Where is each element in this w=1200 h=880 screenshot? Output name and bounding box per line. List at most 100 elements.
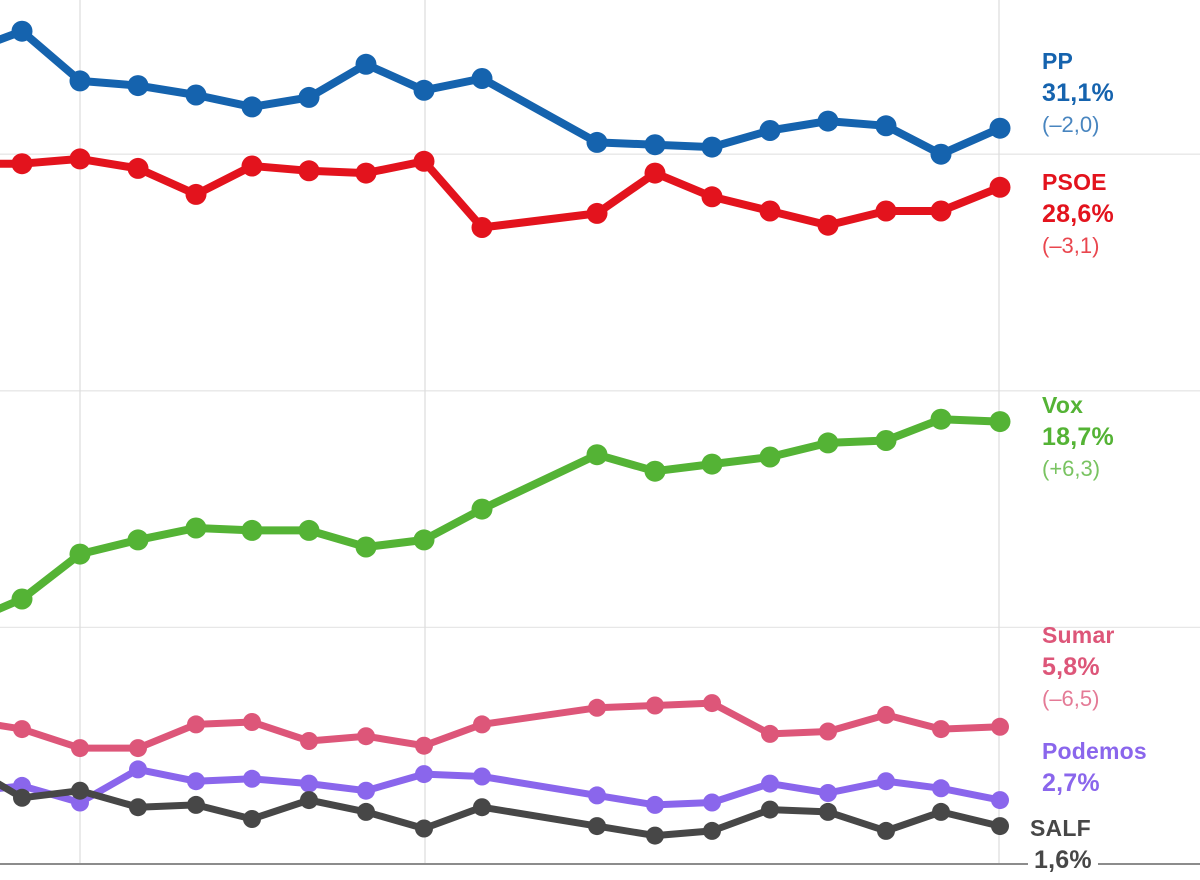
series-value-sumar: 5,8% — [1042, 653, 1100, 681]
psoe-marker — [241, 155, 263, 177]
psoe-line — [0, 154, 1004, 232]
series-name-pp: PP — [1042, 48, 1074, 74]
sumar-marker — [588, 698, 606, 717]
psoe-marker — [185, 183, 207, 205]
vox-marker — [989, 411, 1011, 433]
psoe-marker — [644, 162, 666, 184]
series-delta-sumar: (–6,5) — [1042, 686, 1100, 711]
psoe-marker — [817, 214, 839, 236]
psoe-marker — [69, 148, 91, 170]
psoe-marker — [471, 217, 493, 238]
vox-marker — [759, 446, 781, 468]
salf-marker — [646, 826, 664, 845]
sumar-marker — [71, 739, 89, 758]
salf-line — [0, 780, 1004, 840]
pp-marker — [298, 86, 320, 108]
sumar-marker — [991, 717, 1009, 736]
podemos-marker — [703, 793, 721, 812]
podemos-marker — [819, 784, 837, 802]
vox-marker — [471, 498, 493, 520]
series-name-vox: Vox — [1042, 392, 1084, 418]
series-label-salf: SALF 1,6% — [1028, 812, 1098, 880]
sumar-marker — [473, 715, 491, 734]
vox-marker — [586, 444, 608, 466]
sumar-marker — [703, 694, 721, 713]
vox-marker — [413, 529, 435, 551]
sumar-marker — [13, 720, 31, 739]
vox-marker — [875, 430, 897, 451]
podemos-marker — [991, 791, 1009, 810]
podemos-marker — [932, 779, 950, 798]
series-delta-psoe: (–3,1) — [1042, 233, 1100, 258]
psoe-marker — [413, 150, 435, 172]
podemos-line — [0, 765, 1004, 809]
psoe-marker — [759, 200, 781, 222]
pp-marker — [185, 84, 207, 106]
vox-marker — [817, 432, 839, 454]
vox-marker — [930, 408, 952, 430]
pp-marker — [413, 79, 435, 101]
psoe-marker — [875, 200, 897, 222]
sumar-marker — [646, 696, 664, 715]
sumar-marker — [243, 713, 261, 731]
pp-marker — [241, 96, 263, 118]
pp-marker — [69, 70, 91, 92]
sumar-marker — [357, 727, 375, 746]
pp-marker — [127, 75, 149, 97]
salf-marker — [819, 802, 837, 821]
podemos-marker — [588, 786, 606, 805]
series-label-podemos: Podemos 2,7% — [1042, 735, 1147, 799]
vox-marker — [241, 519, 263, 541]
vox-line — [0, 415, 1004, 613]
psoe-marker — [127, 157, 149, 179]
psoe-marker — [298, 160, 320, 182]
pp-marker — [11, 20, 33, 42]
vox-marker — [298, 519, 320, 541]
psoe-marker — [586, 202, 608, 224]
sumar-marker — [932, 720, 950, 739]
series-label-vox: Vox 18,7% (+6,3) — [1042, 389, 1114, 485]
pp-marker — [471, 68, 493, 89]
salf-marker — [71, 781, 89, 800]
salf-marker — [357, 802, 375, 821]
vox-marker — [355, 536, 377, 558]
sumar-marker — [415, 736, 433, 755]
sumar-line — [0, 699, 1004, 752]
psoe-marker — [11, 153, 33, 175]
salf-marker — [129, 798, 147, 817]
series-delta-vox: (+6,3) — [1042, 456, 1101, 481]
series-value-pp: 31,1% — [1042, 79, 1114, 107]
pp-marker — [644, 134, 666, 156]
podemos-marker — [646, 795, 664, 814]
psoe-marker — [989, 176, 1011, 198]
series-label-sumar: Sumar 5,8% (–6,5) — [1042, 619, 1115, 715]
sumar-marker — [877, 705, 895, 724]
pp-marker — [701, 136, 723, 158]
pp-marker — [759, 120, 781, 141]
psoe-marker — [355, 162, 377, 184]
salf-marker — [877, 821, 895, 840]
pp-marker — [875, 115, 897, 137]
sumar-marker — [187, 715, 205, 734]
podemos-marker — [187, 772, 205, 791]
sumar-marker — [300, 732, 318, 750]
podemos-marker — [761, 774, 779, 793]
pp-marker — [989, 117, 1011, 139]
series-name-psoe: PSOE — [1042, 169, 1107, 195]
salf-marker — [300, 791, 318, 810]
vox-marker — [127, 529, 149, 551]
series-value-podemos: 2,7% — [1042, 769, 1100, 797]
psoe-marker — [930, 200, 952, 222]
pp-marker — [817, 110, 839, 132]
series-name-podemos: Podemos — [1042, 738, 1147, 764]
salf-marker — [932, 802, 950, 821]
salf-marker — [187, 795, 205, 814]
sumar-marker — [819, 722, 837, 741]
podemos-marker — [300, 774, 318, 793]
podemos-marker — [415, 765, 433, 784]
salf-marker — [991, 817, 1009, 836]
series-name-salf: SALF — [1030, 815, 1091, 841]
psoe-marker — [701, 186, 723, 208]
